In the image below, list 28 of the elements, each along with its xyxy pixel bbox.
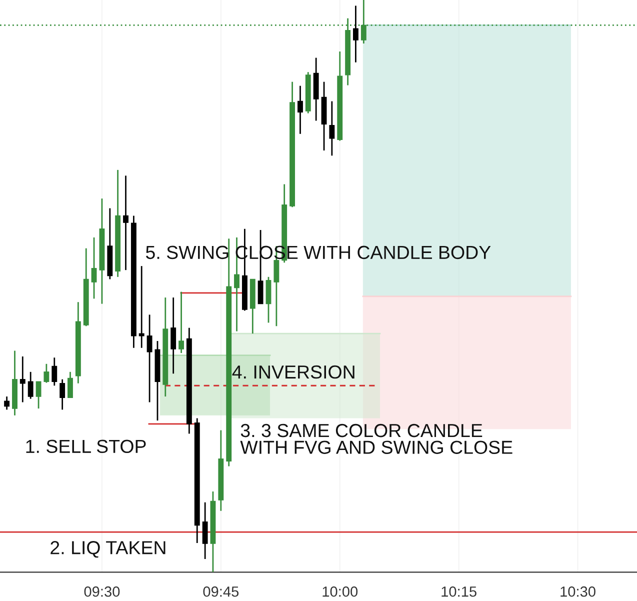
candlestick <box>4 396 10 410</box>
candlestick <box>138 265 144 349</box>
candlestick <box>329 100 335 156</box>
candlestick <box>178 291 184 354</box>
annotation: 4. INVERSION <box>232 365 354 379</box>
x-tick-label: 10:30 <box>560 586 596 597</box>
candlestick <box>352 5 358 64</box>
candlestick <box>298 85 303 135</box>
candlestick <box>36 380 42 410</box>
candlestick <box>44 363 50 384</box>
x-tick-label: 09:30 <box>84 586 120 597</box>
annotation: 3. 3 SAME COLOR CANDLE WITH FVG AND SWING CLOSE <box>240 424 512 454</box>
candlestick <box>28 371 34 400</box>
candlestick <box>91 236 97 300</box>
candlestick <box>52 356 58 386</box>
candlestick <box>20 356 26 403</box>
candlestick <box>266 276 272 324</box>
annotation: 1. SELL STOP <box>26 440 146 454</box>
candlestick <box>146 314 152 403</box>
candlestick <box>60 378 66 410</box>
candlestick <box>170 296 176 374</box>
annotation: 2. LIQ TAKEN <box>50 541 166 558</box>
x-tick-label: 10:15 <box>442 586 476 597</box>
candlestick <box>202 502 208 560</box>
x-tick-label: 09:45 <box>203 586 239 597</box>
x-tick-label: 10:00 <box>322 586 358 597</box>
candlestick <box>123 174 128 271</box>
candlestick <box>68 371 73 398</box>
